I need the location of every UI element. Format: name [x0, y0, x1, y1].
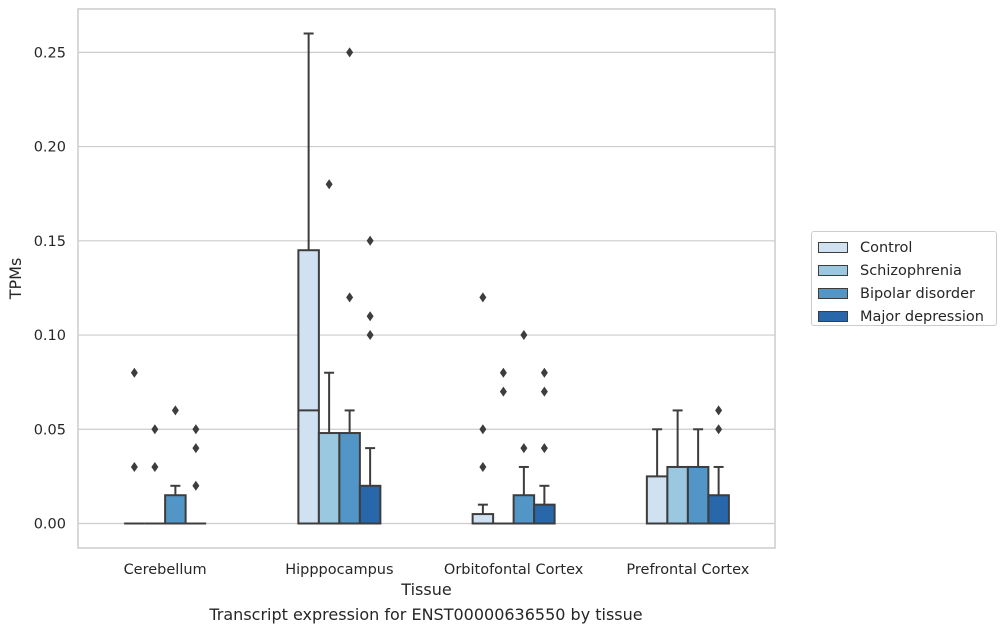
- box-group: [512, 330, 536, 525]
- axes-frame: [77, 8, 776, 549]
- outlier-point: [715, 424, 723, 435]
- y-tick-label: 0.20: [34, 140, 66, 156]
- outlier-point: [366, 311, 374, 322]
- outlier-point: [130, 461, 138, 472]
- legend-label: Bipolar disorder: [860, 285, 975, 302]
- y-tick-label: 0.15: [34, 234, 66, 250]
- box-group: [144, 424, 166, 525]
- box-body: [471, 513, 495, 525]
- box-group: [338, 47, 361, 525]
- legend-label: Schizophrenia: [860, 262, 962, 279]
- outlier-point: [540, 367, 548, 378]
- outlier-point: [171, 405, 179, 416]
- legend-item: Schizophrenia: [818, 259, 990, 282]
- y-axis-ticks: 0.00 0.05 0.10 0.15 0.20 0.25: [34, 45, 66, 532]
- box-body: [338, 432, 361, 525]
- outlier-point: [130, 367, 138, 378]
- box-group: [124, 367, 145, 525]
- outlier-point: [715, 405, 723, 416]
- outlier-point: [520, 330, 528, 341]
- box-group: [666, 409, 689, 525]
- y-tick-label: 0.00: [34, 517, 66, 533]
- outlier-point: [520, 443, 528, 454]
- box-group: [185, 424, 207, 525]
- outlier-point: [346, 47, 354, 58]
- y-tick-label: 0.05: [34, 422, 66, 438]
- outlier-point: [479, 292, 487, 303]
- outlier-point: [192, 443, 200, 454]
- box-body: [297, 249, 320, 525]
- x-tick-label: Prefrontal Cortex: [626, 562, 749, 578]
- legend: Control Schizophrenia Bipolar disorder Majo…: [811, 231, 997, 326]
- box-body: [533, 503, 556, 525]
- legend-swatch: [818, 265, 848, 276]
- outlier-point: [366, 330, 374, 341]
- box-body: [164, 494, 187, 525]
- legend-item: Bipolar disorder: [818, 282, 990, 305]
- box-group: [317, 179, 341, 525]
- legend-label: Control: [860, 239, 913, 256]
- x-axis-label: Tissue: [400, 580, 451, 599]
- box-plot-marks: [124, 32, 730, 525]
- outlier-point: [479, 461, 487, 472]
- box-group: [164, 405, 187, 525]
- box-group: [493, 367, 514, 525]
- box-group: [358, 235, 382, 525]
- box-group: [471, 292, 495, 525]
- box-body: [645, 475, 669, 525]
- legend-swatch: [818, 311, 848, 322]
- x-tick-label: Cerebellum: [124, 562, 207, 578]
- outlier-point: [479, 424, 487, 435]
- x-tick-label: Orbitofontal Cortex: [444, 562, 584, 578]
- y-tick-label: 0.10: [34, 328, 66, 344]
- outlier-point: [499, 367, 507, 378]
- box-body: [707, 494, 730, 525]
- outlier-point: [151, 424, 159, 435]
- outlier-point: [346, 292, 354, 303]
- legend-swatch: [818, 242, 848, 253]
- x-tick-label: Hipppocampus: [285, 562, 393, 578]
- outlier-point: [499, 386, 507, 397]
- box-group: [533, 367, 556, 525]
- legend-item: Control: [818, 236, 990, 259]
- outlier-point: [151, 461, 159, 472]
- y-tick-label: 0.25: [34, 45, 66, 61]
- box-body: [666, 465, 689, 525]
- box-body: [512, 494, 536, 525]
- box-body: [686, 465, 710, 525]
- y-axis-label: TPMs: [6, 258, 25, 301]
- box-group: [686, 428, 710, 525]
- legend-swatch: [818, 288, 848, 299]
- box-group: [297, 32, 320, 525]
- outlier-point: [192, 424, 200, 435]
- outlier-point: [540, 386, 548, 397]
- legend-item: Major depression: [818, 305, 990, 328]
- chart-caption: Transcript expression for ENST0000063655…: [209, 605, 643, 624]
- outlier-point: [325, 179, 333, 190]
- outlier-point: [366, 235, 374, 246]
- box-group: [645, 428, 669, 525]
- box-group: [707, 405, 730, 525]
- outlier-point: [540, 443, 548, 454]
- box-body: [317, 432, 341, 525]
- x-axis-ticks: Cerebellum Hipppocampus Orbitofontal Corte…: [124, 562, 750, 578]
- outlier-point: [192, 480, 200, 491]
- gridlines: [78, 51, 775, 525]
- box-body: [358, 484, 382, 525]
- legend-label: Major depression: [860, 308, 984, 325]
